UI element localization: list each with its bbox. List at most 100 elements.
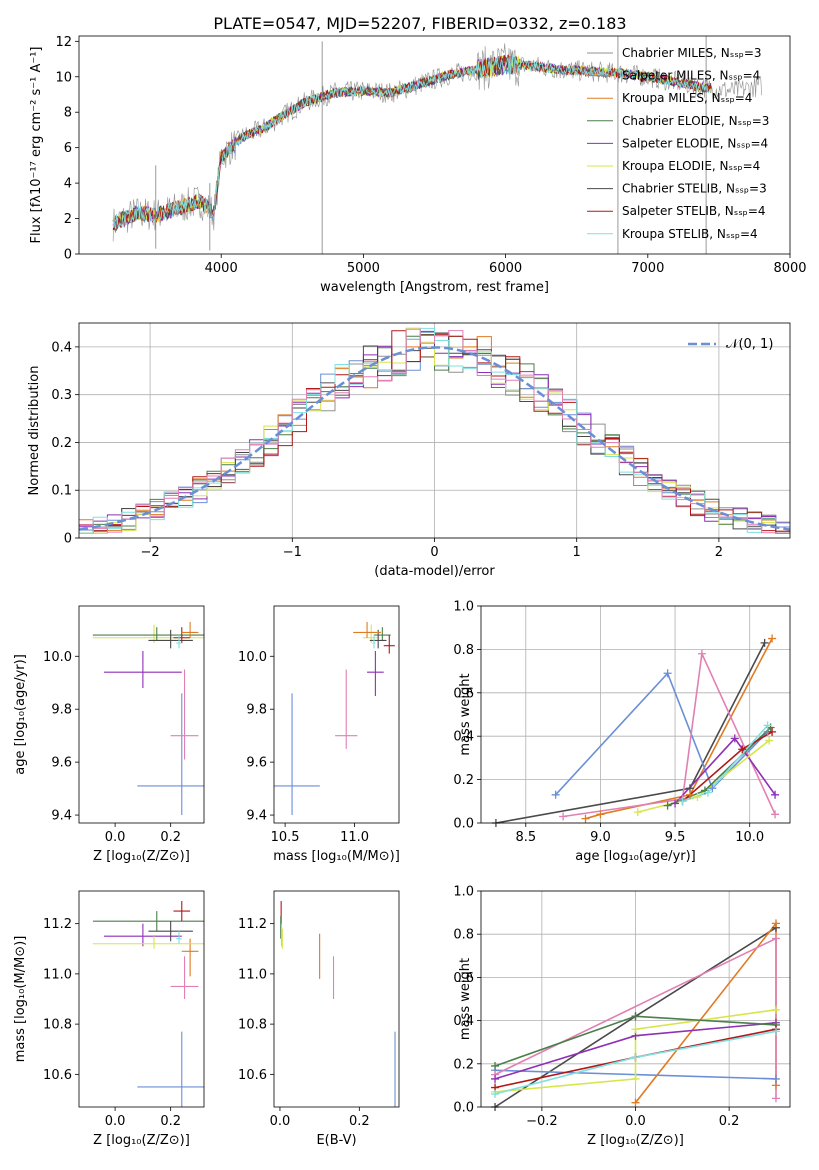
- y-tick-label: 10.6: [43, 1068, 72, 1083]
- series-line: [555, 671, 769, 796]
- y-tick-label: 9.6: [246, 756, 267, 771]
- y-tick-label: 0: [64, 532, 72, 547]
- point-marker: [771, 810, 780, 819]
- x-axis-label: wavelength [Angstrom, rest frame]: [320, 280, 549, 295]
- y-tick-label: 11.2: [238, 917, 267, 932]
- y-tick-label: 10.8: [43, 1018, 72, 1033]
- x-tick-label: 4000: [205, 261, 238, 276]
- x-axis-label: (data-model)/error: [374, 564, 495, 579]
- point-marker: [693, 792, 702, 801]
- x-tick-label: −0.2: [526, 1114, 558, 1129]
- legend-entry: Kroupa STELIB, Nₛₛₚ=4: [622, 227, 758, 241]
- point-marker: [685, 790, 694, 799]
- point-marker: [703, 788, 712, 797]
- plot-area-mass_vs_Z: [92, 901, 204, 1107]
- point-marker: [771, 934, 780, 943]
- y-tick-label: 0.2: [51, 436, 72, 451]
- y-axis-label: mass [log₁₀(M/M⊙)]: [13, 936, 28, 1063]
- axes-frame: [480, 890, 791, 1108]
- point-marker: [633, 808, 642, 817]
- series-line: [585, 638, 773, 820]
- y-tick-label: 12: [55, 35, 72, 50]
- axes-frame: [78, 322, 791, 539]
- legend-entry: 𝒩(0, 1): [726, 337, 773, 352]
- gaussian-curve: [79, 346, 790, 531]
- x-tick-label: 11.0: [340, 830, 369, 845]
- x-tick-label: 8.5: [515, 830, 536, 845]
- point-marker: [596, 810, 605, 819]
- point-marker: [631, 1098, 640, 1107]
- y-tick-label: 1.0: [453, 885, 474, 900]
- series-line: [495, 642, 766, 823]
- x-tick-label: 9.5: [665, 830, 686, 845]
- histogram-step: [79, 327, 790, 534]
- point-marker: [768, 727, 777, 736]
- panel-age_vs_mass: 10.5 11.0 9.4 9.6 9.8 10.0 mass [log₁₀(M/M⊙)]: [238, 605, 400, 864]
- point-marker: [768, 634, 777, 643]
- y-tick-label: 0: [64, 248, 72, 263]
- plot-area-residual_hist: [79, 327, 790, 534]
- x-tick-label: 1: [573, 545, 581, 560]
- point-marker: [559, 812, 568, 821]
- y-tick-label: 6: [64, 141, 72, 156]
- legend-entry: Chabrier STELIB, Nₛₛₚ=3: [622, 182, 767, 196]
- y-tick-label: 0.1: [51, 484, 72, 499]
- y-tick-label: 10.0: [43, 650, 72, 665]
- x-tick-label: 2: [715, 545, 723, 560]
- axes-frame: [78, 35, 791, 255]
- y-tick-label: 10.8: [238, 1018, 267, 1033]
- y-tick-label: 0.6: [453, 971, 474, 986]
- x-axis-label: Z [log₁₀(Z/Z⊙)]: [93, 849, 190, 864]
- legend-entry: Salpeter ELODIE, Nₛₛₚ=4: [622, 136, 768, 150]
- x-tick-label: 0.2: [349, 1114, 370, 1129]
- y-tick-label: 0.6: [453, 686, 474, 701]
- axes-frame: [78, 890, 205, 1108]
- y-tick-label: 10: [55, 70, 72, 85]
- point-marker: [697, 649, 706, 658]
- spectrum-line: [112, 54, 712, 230]
- point-marker: [763, 721, 772, 730]
- point-marker: [771, 919, 780, 928]
- series-line: [562, 650, 776, 818]
- point-marker: [663, 669, 672, 678]
- y-tick-label: 9.4: [51, 809, 72, 824]
- panel-mass_vs_Z: 0.0 0.2 10.6 10.8 11.0 11.2 Z [log₁₀(Z/Z⊙)] mas…: [13, 890, 205, 1148]
- point-marker: [738, 745, 747, 754]
- y-axis-label: age [log₁₀(age/yr)]: [13, 654, 28, 775]
- x-tick-label: 0.2: [160, 830, 181, 845]
- plot-area-spectrum: [112, 36, 762, 254]
- y-tick-label: 0.3: [51, 388, 72, 403]
- panel-mass_vs_ebv: 0.0 0.2 10.6 10.8 11.0 11.2 E(B-V): [238, 890, 400, 1148]
- x-tick-label: −2: [141, 545, 160, 560]
- y-tick-label: 11.0: [43, 967, 72, 982]
- axes-frame: [273, 605, 400, 824]
- y-tick-label: 10.6: [238, 1068, 267, 1083]
- legend-entry: Kroupa MILES, Nₛₛₚ=4: [622, 91, 752, 105]
- axes-frame: [273, 890, 400, 1108]
- y-tick-label: 11.0: [238, 967, 267, 982]
- legend-entry: Chabrier ELODIE, Nₛₛₚ=3: [622, 114, 769, 128]
- y-tick-label: 9.4: [246, 809, 267, 824]
- figure-title: PLATE=0547, MJD=52207, FIBERID=0332, z=0…: [213, 14, 626, 33]
- point-marker: [771, 1094, 780, 1103]
- panel-residual_hist: −2 −1 0 1 2 0 0.1 0.2 0.3 0.4 (data-model)/error No…: [27, 322, 791, 579]
- x-tick-label: −1: [283, 545, 302, 560]
- point-marker: [491, 1090, 500, 1099]
- point-marker: [730, 734, 739, 743]
- panel-mass_weight_vs_Z: −0.2 0.0 0.2 0.0 0.2 0.4 0.6 0.8 1.0 Z [log₁₀(Z/Z…: [453, 885, 791, 1148]
- y-tick-label: 1.0: [453, 600, 474, 615]
- y-axis-label: Normed distribution: [27, 366, 42, 496]
- axes-frame: [78, 605, 205, 824]
- x-axis-label: mass [log₁₀(M/M⊙)]: [273, 849, 400, 864]
- point-marker: [491, 1074, 500, 1083]
- y-tick-label: 0.8: [453, 928, 474, 943]
- y-axis-label: Flux [fλ10⁻¹⁷ erg cm⁻² s⁻¹ A⁻¹]: [29, 47, 44, 244]
- panel-age_vs_Z: 0.0 0.2 9.4 9.6 9.8 10.0 Z [log₁₀(Z/Z⊙)] age [l…: [13, 605, 205, 864]
- panel-mass_weight_vs_age: 8.5 9.0 9.5 10.0 0.0 0.2 0.4 0.6 0.8 1.0 age [log₁…: [453, 600, 791, 864]
- plot-area-age_vs_Z: [92, 621, 204, 816]
- y-tick-label: 0.0: [453, 1101, 474, 1116]
- x-tick-label: 10.5: [271, 830, 300, 845]
- x-tick-label: 5000: [347, 261, 380, 276]
- point-marker: [678, 797, 687, 806]
